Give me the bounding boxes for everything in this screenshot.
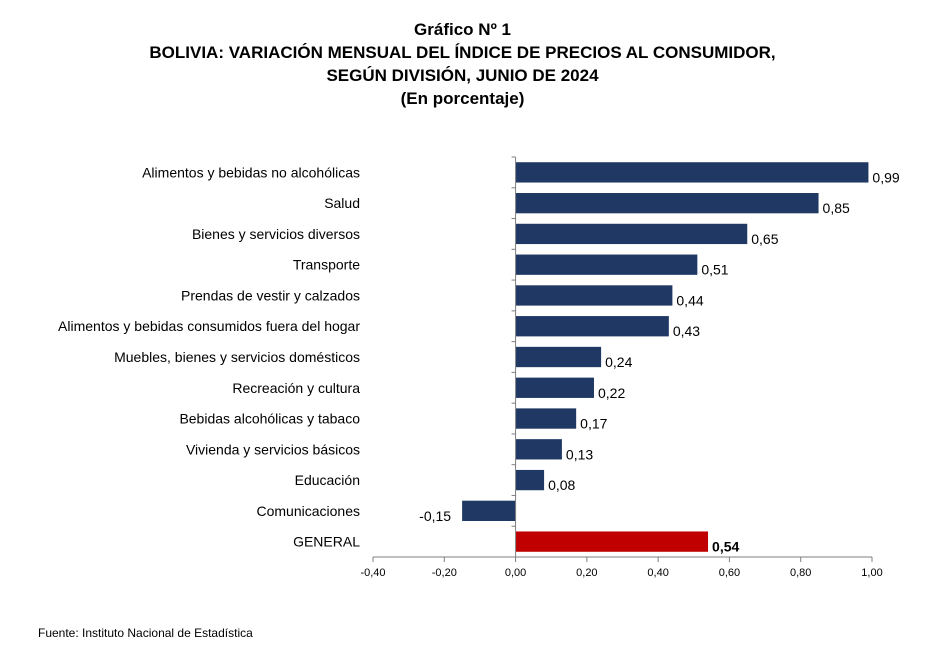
x-tick-label: 0,40 [647, 567, 668, 579]
data-label: 0,65 [751, 231, 778, 247]
bar [515, 531, 709, 552]
data-label: 0,43 [673, 323, 700, 339]
bar [515, 346, 602, 368]
chart-title-line-1: BOLIVIA: VARIACIÓN MENSUAL DEL ÍNDICE DE… [149, 43, 776, 62]
bar [515, 439, 562, 460]
category-label: Recreación y cultura [232, 380, 360, 396]
data-label: 0,51 [701, 262, 728, 278]
bar [462, 500, 516, 521]
bar [515, 193, 819, 214]
chart-subtitle: (En porcentaje) [400, 89, 525, 108]
category-label: GENERAL [293, 534, 360, 550]
category-label: Salud [324, 195, 360, 211]
category-label: Educación [295, 472, 360, 488]
data-label: 0,13 [566, 446, 593, 462]
data-label: 0,24 [605, 354, 632, 370]
bar [515, 316, 669, 337]
x-tick-label: 0,80 [790, 567, 811, 579]
x-tick-label: 0,60 [719, 567, 740, 579]
category-label: Muebles, bienes y servicios domésticos [114, 349, 360, 365]
bar [515, 469, 545, 491]
bar [515, 408, 577, 429]
category-label: Bebidas alcohólicas y tabaco [179, 411, 360, 427]
data-label: -0,15 [419, 508, 451, 524]
category-label: Alimentos y bebidas consumidos fuera del… [58, 318, 360, 334]
x-tick-label: 1,00 [861, 567, 882, 579]
bar [515, 254, 698, 275]
category-label: Vivienda y servicios básicos [186, 441, 360, 457]
data-label: 0,08 [548, 477, 575, 493]
bar [515, 223, 748, 245]
bar [515, 285, 673, 306]
x-tick-label: 0,20 [576, 567, 597, 579]
category-label: Prendas de vestir y calzados [181, 287, 360, 303]
data-label: 0,22 [598, 385, 625, 401]
chart-number: Gráfico Nº 1 [414, 20, 511, 39]
x-tick-label: -0,20 [432, 567, 457, 579]
category-label: Alimentos y bebidas no alcohólicas [142, 164, 360, 180]
data-label: 0,54 [712, 539, 739, 555]
x-tick-label: -0,40 [360, 567, 385, 579]
bar [515, 162, 869, 183]
data-label: 0,85 [823, 200, 850, 216]
category-label: Bienes y servicios diversos [192, 226, 360, 242]
category-label: Comunicaciones [257, 503, 361, 519]
chart-title-line-2: SEGÚN DIVISIÓN, JUNIO DE 2024 [326, 66, 599, 85]
data-label: 0,17 [580, 416, 607, 432]
data-label: 0,99 [872, 169, 899, 185]
category-label: Transporte [293, 257, 360, 273]
source-note: Fuente: Instituto Nacional de Estadístic… [38, 626, 253, 640]
bar [515, 377, 594, 398]
x-tick-label: 0,00 [505, 567, 526, 579]
data-label: 0,44 [676, 292, 703, 308]
